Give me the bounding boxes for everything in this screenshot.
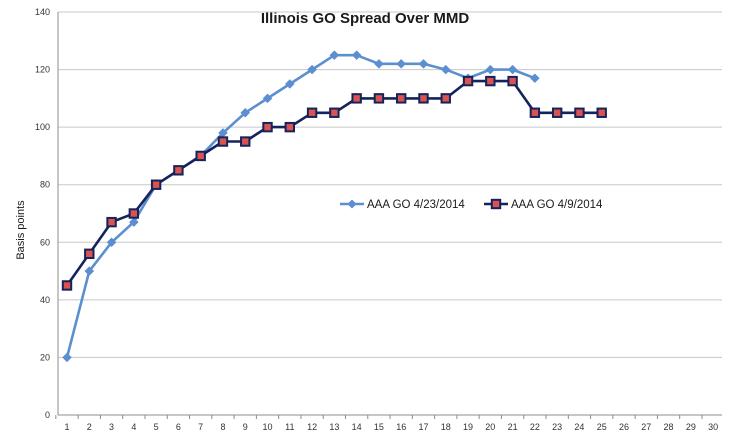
x-tick-label-25: 25: [597, 422, 607, 432]
series-2-point-25: [596, 107, 607, 118]
series-2-point-1: [61, 280, 73, 291]
series-2-point-9: [240, 136, 251, 147]
x-tick-label-14: 14: [352, 422, 362, 432]
y-tick-label-60: 60: [40, 237, 50, 247]
x-tick-label-17: 17: [418, 422, 428, 432]
legend-marker-2: [490, 198, 502, 210]
x-tick-label-6: 6: [176, 422, 181, 432]
series-1-point-15: [374, 58, 384, 69]
y-tick-label-120: 120: [35, 65, 50, 75]
x-tick-label-24: 24: [574, 422, 584, 432]
x-tick-label-9: 9: [243, 422, 248, 432]
x-tick-label-20: 20: [485, 422, 495, 432]
series-1-point-12: [307, 64, 317, 75]
series-1-point-13: [329, 50, 340, 61]
series-2-point-6: [173, 165, 184, 176]
x-tick-label-29: 29: [686, 422, 696, 432]
series-1-point-14: [351, 50, 362, 61]
y-tick-label-140: 140: [35, 7, 50, 17]
series-layer: [61, 50, 607, 363]
x-tick-label-4: 4: [131, 422, 136, 432]
grid: [58, 11, 722, 358]
x-tick-label-11: 11: [285, 422, 294, 432]
x-tick-label-15: 15: [374, 422, 384, 432]
series-1-point-21: [507, 64, 518, 75]
series-2-point-10: [262, 121, 273, 133]
y-tick-label-80: 80: [40, 180, 50, 190]
series-2-point-13: [329, 107, 340, 118]
series-1-point-10: [262, 93, 273, 104]
series-2-point-11: [284, 121, 296, 133]
series-1-point-22: [530, 73, 540, 84]
series-2-point-23: [551, 107, 563, 118]
x-tick-label-1: 1: [64, 422, 69, 432]
series-2-point-21: [507, 75, 518, 87]
series-1-point-11: [284, 79, 295, 89]
series-1-point-3: [106, 237, 117, 248]
y-tick-label-20: 20: [40, 352, 50, 362]
series-1-point-18: [440, 64, 451, 75]
series-2-point-19: [462, 75, 474, 87]
series-2-point-18: [440, 93, 451, 104]
series-2-point-24: [574, 107, 585, 118]
x-tick-label-16: 16: [396, 422, 406, 432]
y-tick-label-100: 100: [35, 122, 50, 132]
series-1-point-16: [396, 58, 407, 69]
y-axis-label: Basis points: [15, 200, 27, 260]
x-tick-label-23: 23: [552, 422, 562, 432]
x-tick-label-12: 12: [307, 422, 317, 432]
series-2-point-16: [396, 93, 407, 104]
series-1-point-4: [128, 217, 139, 227]
series-1-point-1: [62, 352, 72, 363]
chart-title: Illinois GO Spread Over MMD: [261, 10, 470, 27]
x-tick-label-18: 18: [441, 422, 451, 432]
legend-label-1: AAA GO 4/23/2014: [367, 199, 465, 211]
series-2-point-2: [84, 248, 95, 260]
series-2-point-5: [150, 179, 162, 190]
series-1-point-2: [84, 266, 95, 276]
series-1-point-9: [240, 107, 251, 118]
series-1-point-17: [418, 58, 429, 69]
series-2-point-14: [351, 93, 362, 104]
x-tick-label-26: 26: [619, 422, 629, 432]
series-2-point-20: [485, 75, 496, 87]
series-2-point-4: [128, 208, 140, 219]
series-1-point-20: [485, 64, 496, 75]
x-tick-label-8: 8: [220, 422, 225, 432]
x-tick-label-28: 28: [664, 422, 674, 432]
legend-label-2: AAA GO 4/9/2014: [511, 199, 603, 211]
y-tick-label-40: 40: [40, 295, 50, 305]
series-line-1: [65, 53, 536, 358]
y-tick-label-0: 0: [45, 410, 50, 420]
series-2-point-12: [306, 107, 318, 118]
series-2-point-7: [195, 150, 206, 162]
series-2-point-8: [217, 136, 229, 147]
legend-marker-1: [347, 199, 357, 209]
x-tick-label-13: 13: [329, 422, 339, 432]
x-tick-label-30: 30: [708, 422, 718, 432]
x-tick-label-22: 22: [530, 422, 540, 432]
x-tick-label-21: 21: [508, 422, 518, 432]
series-2-point-22: [529, 107, 541, 118]
legend: AAA GO 4/23/2014 AAA GO 4/9/2014: [340, 198, 603, 211]
series-2-point-3: [106, 216, 117, 228]
series-2-point-17: [418, 93, 429, 104]
x-tick-label-7: 7: [198, 422, 203, 432]
x-tick-label-10: 10: [263, 422, 273, 432]
series-2-point-15: [373, 93, 385, 104]
x-tick-label-2: 2: [87, 422, 92, 432]
x-tick-label-5: 5: [154, 422, 159, 432]
x-tick-label-19: 19: [463, 422, 473, 432]
x-tick-label-3: 3: [109, 422, 114, 432]
x-tick-label-27: 27: [641, 422, 651, 432]
